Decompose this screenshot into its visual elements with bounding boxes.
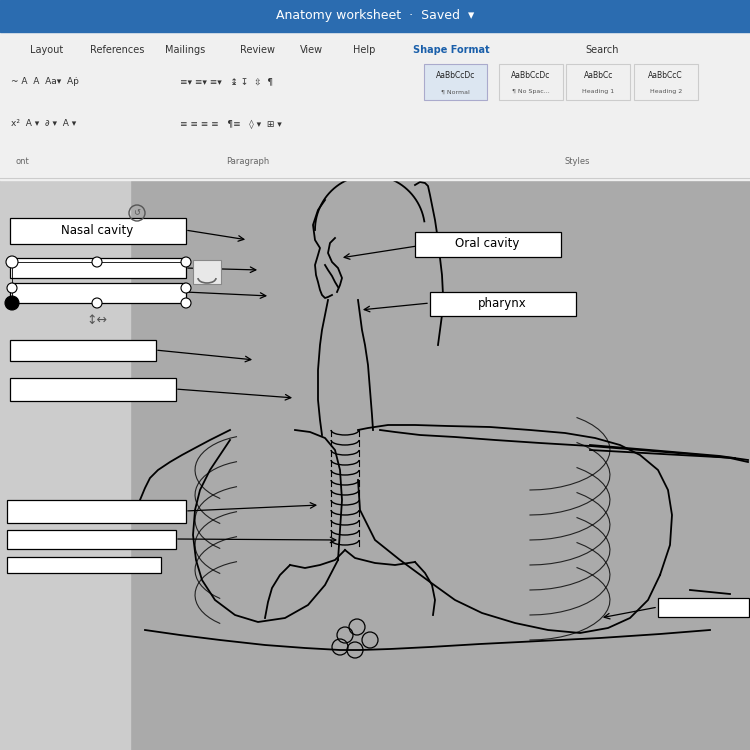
FancyBboxPatch shape xyxy=(658,598,748,616)
Text: AaBbCcDc: AaBbCcDc xyxy=(511,71,550,80)
Text: Review: Review xyxy=(240,45,275,55)
Bar xyxy=(634,64,698,100)
Text: ¶ No Spac...: ¶ No Spac... xyxy=(512,89,550,94)
Text: Mailings: Mailings xyxy=(165,45,206,55)
Text: ↺: ↺ xyxy=(134,209,140,218)
FancyBboxPatch shape xyxy=(430,292,575,316)
FancyBboxPatch shape xyxy=(10,283,185,302)
Circle shape xyxy=(92,257,102,267)
FancyBboxPatch shape xyxy=(7,530,176,548)
Text: Nasal cavity: Nasal cavity xyxy=(62,224,134,237)
Bar xyxy=(130,180,750,750)
Text: Shape Format: Shape Format xyxy=(413,45,489,55)
Bar xyxy=(566,64,630,100)
Bar xyxy=(0,180,8,750)
Text: ≡ ≡ ≡ ≡   ¶≡   ◊ ▾  ⊞ ▾: ≡ ≡ ≡ ≡ ¶≡ ◊ ▾ ⊞ ▾ xyxy=(180,119,282,129)
Text: Heading 2: Heading 2 xyxy=(650,89,682,94)
FancyBboxPatch shape xyxy=(7,556,160,572)
Text: AaBbCcDc: AaBbCcDc xyxy=(436,71,476,80)
FancyBboxPatch shape xyxy=(415,232,560,256)
FancyBboxPatch shape xyxy=(10,377,176,400)
Text: ont: ont xyxy=(15,158,28,166)
Text: Heading 1: Heading 1 xyxy=(582,89,614,94)
Text: Paragraph: Paragraph xyxy=(226,158,269,166)
Text: AaBbCcC: AaBbCcC xyxy=(648,71,683,80)
FancyBboxPatch shape xyxy=(10,257,185,278)
Circle shape xyxy=(5,296,19,310)
FancyBboxPatch shape xyxy=(7,500,185,523)
Text: x²  A ▾  ∂ ▾  A ▾: x² A ▾ ∂ ▾ A ▾ xyxy=(11,119,76,128)
Circle shape xyxy=(181,257,191,267)
Text: Styles: Styles xyxy=(565,158,590,166)
Text: AaBbCc: AaBbCc xyxy=(584,71,613,80)
FancyBboxPatch shape xyxy=(10,217,185,244)
Text: Search: Search xyxy=(585,45,619,55)
Bar xyxy=(0,180,750,750)
Text: ~ A  A  Aa▾  Aṗ: ~ A A Aa▾ Aṗ xyxy=(11,77,80,86)
Text: ¶ Normal: ¶ Normal xyxy=(441,89,470,94)
Text: ≡▾ ≡▾ ≡▾   ↨ ↧  ⇳  ¶: ≡▾ ≡▾ ≡▾ ↨ ↧ ⇳ ¶ xyxy=(180,77,273,86)
Circle shape xyxy=(181,283,191,293)
Bar xyxy=(499,64,562,100)
Text: Help: Help xyxy=(352,45,375,55)
Circle shape xyxy=(6,256,18,268)
Text: Oral cavity: Oral cavity xyxy=(455,238,520,250)
Text: Layout: Layout xyxy=(30,45,63,55)
Bar xyxy=(0,180,130,750)
Circle shape xyxy=(181,298,191,308)
Bar xyxy=(0,32,750,180)
Text: pharynx: pharynx xyxy=(478,297,526,310)
Bar xyxy=(193,260,221,284)
Bar xyxy=(0,0,750,32)
FancyBboxPatch shape xyxy=(10,340,155,361)
Text: Anatomy worksheet  ·  Saved  ▾: Anatomy worksheet · Saved ▾ xyxy=(276,10,474,22)
Text: ↕↔: ↕↔ xyxy=(86,314,107,326)
Text: View: View xyxy=(300,45,323,55)
Circle shape xyxy=(92,298,102,308)
Text: References: References xyxy=(90,45,144,55)
Circle shape xyxy=(7,283,17,293)
Bar xyxy=(424,64,488,100)
